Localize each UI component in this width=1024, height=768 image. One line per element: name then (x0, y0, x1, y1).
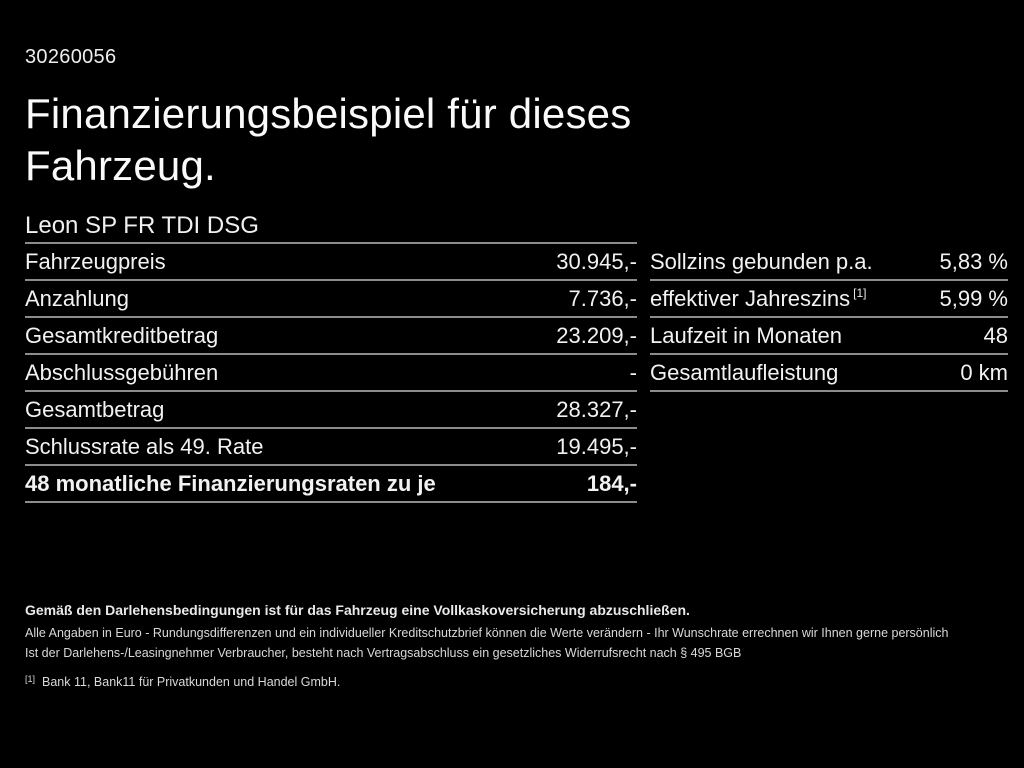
row-label: Gesamtkreditbetrag (25, 322, 219, 348)
row-value: 19.495,- (556, 433, 637, 459)
row-value: 7.736,- (568, 285, 638, 311)
row-label: Laufzeit in Monaten (650, 322, 843, 348)
page-title: Finanzierungsbeispiel für dieses Fahrzeu… (25, 90, 632, 189)
row-label: Abschlussgebühren (25, 359, 219, 385)
bank-footnote: [1] Bank 11, Bank11 für Privatkunden und … (25, 672, 1008, 690)
row-label-text: effektiver Jahreszins (650, 285, 851, 311)
row-value: 28.327,- (556, 396, 637, 422)
row-value: 30.945,- (556, 248, 637, 274)
legal-footer: Gemäß den Darlehensbedingungen ist für d… (25, 602, 1008, 690)
doc-number: 30260056 (25, 46, 117, 68)
footnote-marker: [1] (25, 674, 36, 684)
row-label: Anzahlung (25, 285, 129, 311)
table-row-fahrzeugpreis: Fahrzeugpreis 30.945,- (25, 244, 637, 281)
row-value: 5,99 % (939, 285, 1009, 311)
row-value: - (629, 359, 637, 385)
table-row-monatsrate: 48 monatliche Finanzierungsraten zu je 1… (25, 466, 637, 503)
table-row-sollzins: Sollzins gebunden p.a. 5,83 % (650, 244, 1008, 281)
footnote-text: Bank 11, Bank11 für Privatkunden und Han… (42, 675, 341, 689)
row-label: Fahrzeugpreis (25, 248, 166, 274)
row-label: Gesamtlaufleistung (650, 359, 839, 385)
row-label: Gesamtbetrag (25, 396, 165, 422)
row-label: Schlussrate als 49. Rate (25, 433, 264, 459)
finance-tables: Fahrzeugpreis 30.945,- Anzahlung 7.736,-… (25, 242, 1008, 503)
insurance-note: Gemäß den Darlehensbedingungen ist für d… (25, 602, 690, 618)
table-row-gesamtkreditbetrag: Gesamtkreditbetrag 23.209,- (25, 318, 637, 355)
row-value: 184,- (586, 470, 637, 496)
vehicle-model: Leon SP FR TDI DSG (25, 212, 259, 239)
disclaimer-line-1: Alle Angaben in Euro - Rundungsdifferenz… (25, 626, 949, 640)
finance-table-right: Sollzins gebunden p.a. 5,83 % effektiver… (650, 242, 1008, 392)
table-row-gesamtlaufleistung: Gesamtlaufleistung 0 km (650, 355, 1008, 392)
financing-example-page: 30260056 Finanzierungsbeispiel für diese… (25, 46, 1008, 690)
row-label: effektiver Jahreszins [1] (650, 286, 866, 312)
disclaimer-line-2: Ist der Darlehens-/Leasingnehmer Verbrau… (25, 646, 742, 660)
row-value: 23.209,- (556, 322, 637, 348)
row-label: Sollzins gebunden p.a. (650, 248, 873, 274)
table-row-anzahlung: Anzahlung 7.736,- (25, 281, 637, 318)
row-label: 48 monatliche Finanzierungsraten zu je (25, 470, 436, 496)
table-row-gesamtbetrag: Gesamtbetrag 28.327,- (25, 392, 637, 429)
table-row-schlussrate: Schlussrate als 49. Rate 19.495,- (25, 429, 637, 466)
finance-table-left: Fahrzeugpreis 30.945,- Anzahlung 7.736,-… (25, 242, 637, 503)
row-value: 48 (983, 322, 1008, 348)
row-value: 5,83 % (939, 248, 1009, 274)
row-value: 0 km (960, 359, 1008, 385)
table-row-effektiver-jahreszins: effektiver Jahreszins [1] 5,99 % (650, 281, 1008, 318)
table-row-laufzeit: Laufzeit in Monaten 48 (650, 318, 1008, 355)
table-row-abschlussgebuehren: Abschlussgebühren - (25, 355, 637, 392)
footnote-ref-superscript: [1] (853, 285, 867, 300)
